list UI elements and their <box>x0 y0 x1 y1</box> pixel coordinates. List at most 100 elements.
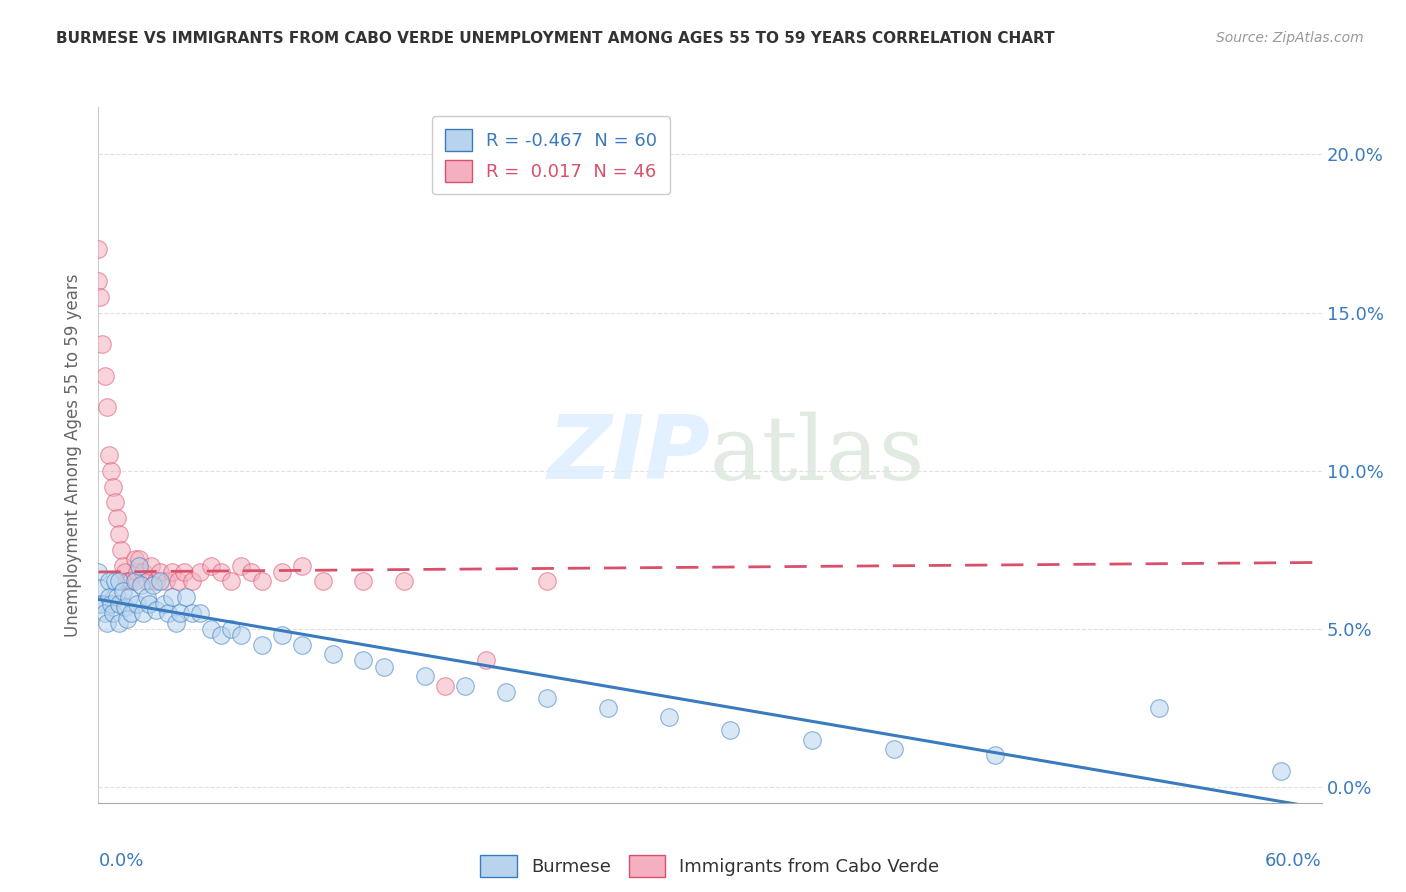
Point <box>97 448 120 462</box>
Point <box>115 574 138 589</box>
Point <box>152 597 174 611</box>
Point <box>89 581 111 595</box>
Point <box>169 606 191 620</box>
Point <box>124 574 146 589</box>
Point <box>181 606 204 620</box>
Point <box>142 577 165 591</box>
Point <box>132 565 155 579</box>
Point <box>93 368 115 383</box>
Point <box>115 612 138 626</box>
Point <box>136 574 159 589</box>
Point <box>93 606 115 620</box>
Point <box>87 243 110 257</box>
Point <box>97 574 120 589</box>
Point <box>200 622 222 636</box>
Text: Source: ZipAtlas.com: Source: ZipAtlas.com <box>1216 31 1364 45</box>
Point <box>160 591 183 605</box>
Point <box>984 748 1007 763</box>
Point <box>598 701 620 715</box>
Point <box>108 597 131 611</box>
Point <box>91 337 114 351</box>
Point <box>96 401 118 415</box>
Point <box>167 574 190 589</box>
Point <box>536 691 558 706</box>
Point <box>1270 764 1292 779</box>
Point <box>219 622 242 636</box>
Point <box>128 558 150 573</box>
Point <box>250 638 273 652</box>
Text: 0.0%: 0.0% <box>98 852 143 870</box>
Point <box>105 511 128 525</box>
Point <box>114 599 136 614</box>
Point <box>101 479 124 493</box>
Point <box>96 615 118 630</box>
Point <box>156 606 179 620</box>
Point <box>124 552 146 566</box>
Point <box>883 742 905 756</box>
Point <box>270 565 294 579</box>
Point <box>801 732 824 747</box>
Point <box>149 574 172 589</box>
Point <box>132 606 155 620</box>
Point <box>127 565 149 579</box>
Point <box>165 615 187 630</box>
Point <box>209 628 232 642</box>
Point <box>120 574 142 589</box>
Point <box>118 574 141 589</box>
Point <box>474 653 498 667</box>
Point <box>188 565 212 579</box>
Point <box>111 558 134 573</box>
Text: BURMESE VS IMMIGRANTS FROM CABO VERDE UNEMPLOYMENT AMONG AGES 55 TO 59 YEARS COR: BURMESE VS IMMIGRANTS FROM CABO VERDE UN… <box>56 31 1054 46</box>
Point <box>145 574 167 589</box>
Point <box>352 653 374 667</box>
Point <box>136 591 159 605</box>
Point <box>434 679 457 693</box>
Point <box>100 464 122 478</box>
Point <box>231 558 253 573</box>
Point <box>87 565 110 579</box>
Point <box>392 574 416 589</box>
Point <box>91 597 114 611</box>
Point <box>89 290 111 304</box>
Point <box>240 565 263 579</box>
Point <box>110 542 132 557</box>
Point <box>219 574 242 589</box>
Point <box>352 574 374 589</box>
Point <box>141 558 163 573</box>
Point <box>373 660 395 674</box>
Text: ZIP: ZIP <box>547 411 710 499</box>
Point <box>413 669 436 683</box>
Point <box>129 577 152 591</box>
Point <box>250 574 273 589</box>
Point <box>200 558 222 573</box>
Point <box>322 647 344 661</box>
Point <box>114 565 136 579</box>
Point <box>231 628 253 642</box>
Point <box>108 615 131 630</box>
Point <box>101 606 124 620</box>
Point <box>160 565 183 579</box>
Point <box>495 685 517 699</box>
Point <box>87 597 110 611</box>
Point <box>536 574 558 589</box>
Point <box>720 723 742 737</box>
Point <box>155 574 177 589</box>
Point <box>173 565 195 579</box>
Point <box>104 574 127 589</box>
Point <box>145 603 167 617</box>
Point <box>454 679 477 693</box>
Point <box>291 558 314 573</box>
Point <box>128 552 150 566</box>
Point <box>658 710 681 724</box>
Point <box>120 606 142 620</box>
Point <box>104 495 127 509</box>
Point <box>108 527 131 541</box>
Point <box>270 628 294 642</box>
Point <box>174 591 197 605</box>
Point <box>149 565 172 579</box>
Point <box>312 574 335 589</box>
Text: 60.0%: 60.0% <box>1265 852 1322 870</box>
Point <box>111 583 134 598</box>
Point <box>188 606 212 620</box>
Point <box>118 591 141 605</box>
